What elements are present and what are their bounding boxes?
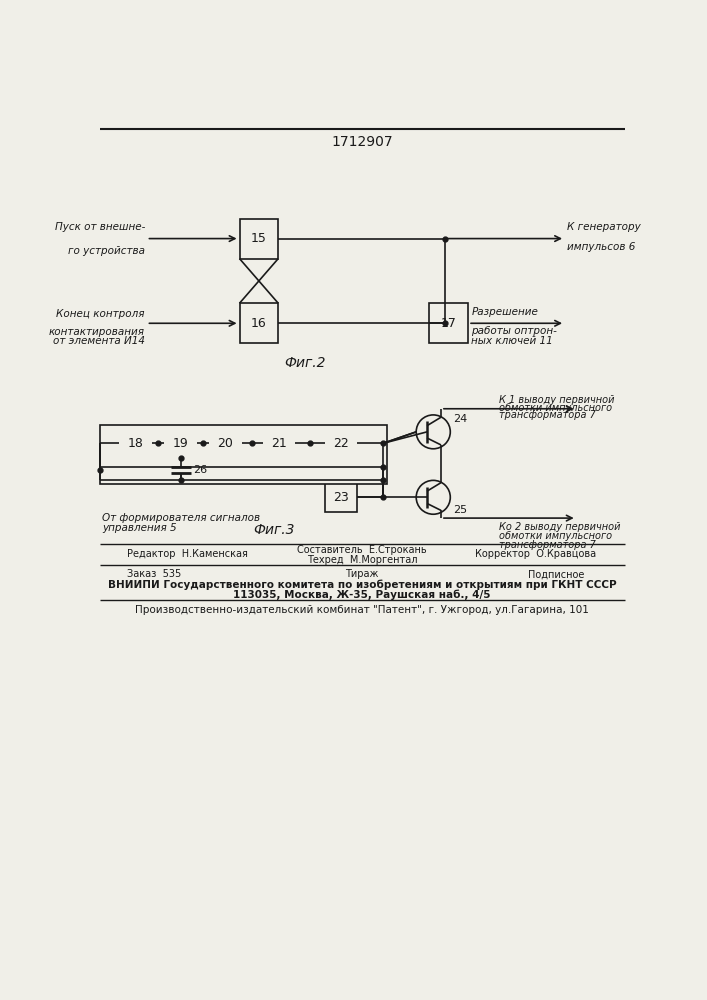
Text: Подписное: Подписное — [528, 569, 585, 579]
Text: трансформатора 7: трансформатора 7 — [499, 540, 596, 550]
Text: 16: 16 — [251, 317, 267, 330]
Text: Разрешение: Разрешение — [472, 307, 538, 317]
Text: от элемента И14: от элемента И14 — [53, 336, 145, 346]
Bar — [240, 219, 279, 259]
Text: 25: 25 — [452, 505, 467, 515]
Text: Конец контроля: Конец контроля — [57, 309, 145, 319]
Text: 18: 18 — [128, 437, 144, 450]
Text: Фиг.3: Фиг.3 — [254, 523, 295, 537]
Text: Пуск от внешне-: Пуск от внешне- — [54, 222, 145, 232]
Text: импульсов 6: импульсов 6 — [567, 242, 636, 252]
Text: работы оптрон-: работы оптрон- — [472, 326, 557, 336]
Bar — [325, 483, 357, 512]
Text: 24: 24 — [452, 414, 467, 424]
Text: обмотки импульсного: обмотки импульсного — [499, 531, 612, 541]
Text: Составитель  Е.Строкань: Составитель Е.Строкань — [297, 545, 427, 555]
Text: 15: 15 — [251, 232, 267, 245]
Text: Заказ  535: Заказ 535 — [127, 569, 182, 579]
Bar — [164, 429, 197, 458]
Text: 1712907: 1712907 — [331, 135, 393, 149]
Text: Фиг.2: Фиг.2 — [285, 356, 326, 370]
Text: ных ключей 11: ных ключей 11 — [472, 336, 553, 346]
Text: 26: 26 — [193, 465, 207, 475]
Bar — [325, 429, 357, 458]
Text: От формирователя сигналов: От формирователя сигналов — [103, 513, 260, 523]
Text: Ко 2 выводу первичной: Ко 2 выводу первичной — [499, 522, 621, 532]
Text: Техред  М.Моргентал: Техред М.Моргентал — [307, 555, 417, 565]
Text: 20: 20 — [218, 437, 233, 450]
Text: 19: 19 — [173, 437, 189, 450]
Text: 21: 21 — [271, 437, 287, 450]
Text: трансформатора 7: трансформатора 7 — [499, 410, 596, 420]
Bar — [209, 429, 242, 458]
Text: Производственно-издательский комбинат "Патент", г. Ужгород, ул.Гагарина, 101: Производственно-издательский комбинат "П… — [135, 605, 589, 615]
Text: К 1 выводу первичной: К 1 выводу первичной — [499, 395, 614, 405]
Bar — [100, 425, 387, 484]
Bar — [263, 429, 296, 458]
Text: управления 5: управления 5 — [103, 523, 177, 533]
Text: Тираж: Тираж — [345, 569, 379, 579]
Text: К генератору: К генератору — [567, 222, 641, 232]
Text: Корректор  О.Кравцова: Корректор О.Кравцова — [475, 549, 596, 559]
Bar — [119, 429, 152, 458]
Bar — [429, 303, 468, 343]
Text: контактирования: контактирования — [49, 327, 145, 337]
Text: 23: 23 — [333, 491, 349, 504]
Bar — [240, 303, 279, 343]
Text: ВНИИПИ Государственного комитета по изобретениям и открытиям при ГКНТ СССР: ВНИИПИ Государственного комитета по изоб… — [107, 580, 617, 590]
Text: 113035, Москва, Ж-35, Раушская наб., 4/5: 113035, Москва, Ж-35, Раушская наб., 4/5 — [233, 589, 491, 600]
Text: обмотки импульсного: обмотки импульсного — [499, 403, 612, 413]
Text: го устройства: го устройства — [68, 246, 145, 256]
Text: Редактор  Н.Каменская: Редактор Н.Каменская — [127, 549, 248, 559]
Text: 22: 22 — [333, 437, 349, 450]
Text: 17: 17 — [440, 317, 457, 330]
